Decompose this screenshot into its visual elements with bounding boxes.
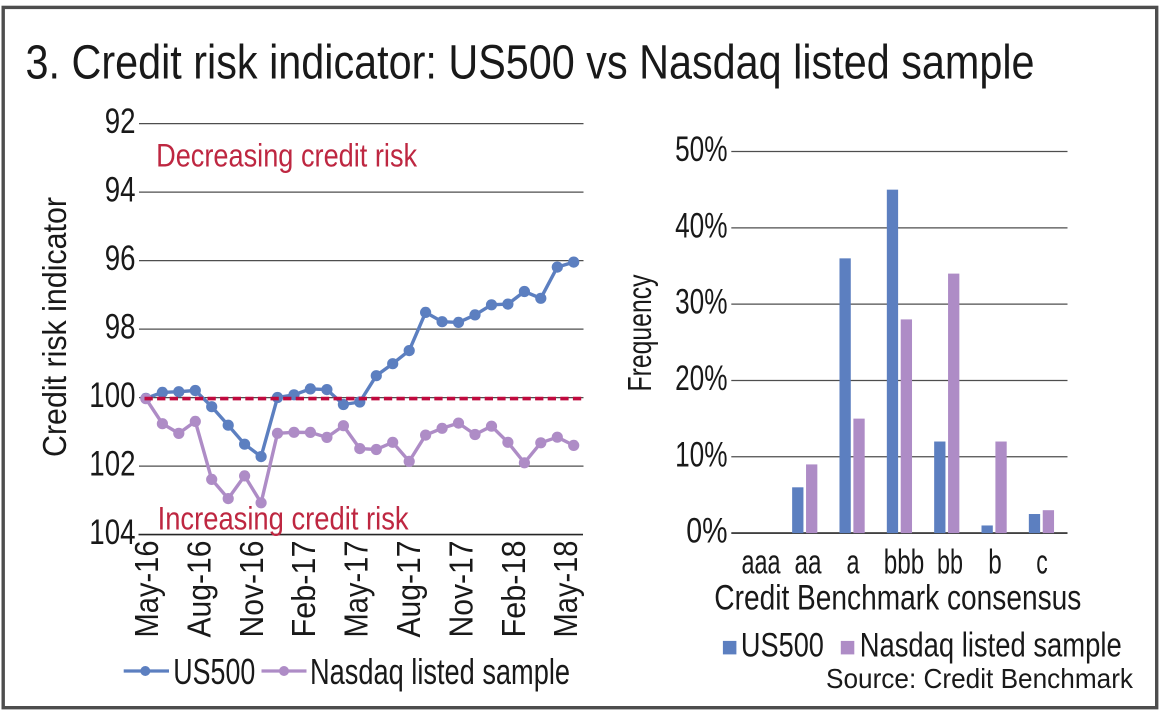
- svg-text:May-18: May-18: [547, 541, 584, 638]
- svg-text:Credit Benchmark consensus: Credit Benchmark consensus: [714, 579, 1081, 618]
- svg-text:aa: aa: [795, 544, 822, 582]
- svg-text:a: a: [847, 544, 860, 582]
- svg-text:Nasdaq listed sample: Nasdaq listed sample: [860, 627, 1122, 665]
- svg-text:104: 104: [89, 512, 135, 552]
- svg-text:c: c: [1036, 544, 1048, 582]
- svg-text:Frequency: Frequency: [621, 274, 658, 391]
- svg-text:Nov-17: Nov-17: [442, 541, 479, 638]
- svg-text:Nov-16: Nov-16: [233, 541, 270, 638]
- svg-text:US500: US500: [173, 651, 255, 692]
- svg-text:b: b: [988, 544, 1002, 582]
- svg-text:Credit risk indicator: Credit risk indicator: [36, 197, 73, 457]
- svg-text:98: 98: [105, 307, 136, 347]
- svg-text:3. Credit risk indicator: US50: 3. Credit risk indicator: US500 vs Nasda…: [26, 37, 1035, 90]
- svg-text:92: 92: [105, 101, 136, 141]
- svg-text:bbb: bbb: [884, 544, 925, 582]
- svg-text:0%: 0%: [686, 512, 727, 551]
- svg-text:10%: 10%: [675, 435, 727, 474]
- svg-text:May-16: May-16: [128, 541, 165, 638]
- svg-text:aaa: aaa: [742, 544, 781, 582]
- svg-text:50%: 50%: [675, 130, 727, 169]
- svg-text:30%: 30%: [675, 283, 727, 322]
- svg-text:96: 96: [105, 238, 136, 278]
- svg-text:Feb-18: Feb-18: [495, 541, 532, 638]
- svg-text:Nasdaq listed sample: Nasdaq listed sample: [310, 651, 570, 692]
- svg-text:94: 94: [105, 170, 136, 210]
- svg-text:Decreasing credit risk: Decreasing credit risk: [156, 138, 418, 174]
- svg-text:Increasing credit risk: Increasing credit risk: [158, 501, 410, 537]
- svg-text:Aug-17: Aug-17: [390, 541, 427, 638]
- svg-text:Aug-16: Aug-16: [180, 541, 217, 638]
- svg-text:Source: Credit Benchmark: Source: Credit Benchmark: [826, 663, 1134, 694]
- svg-text:100: 100: [89, 375, 135, 415]
- svg-text:US500: US500: [741, 627, 824, 665]
- svg-text:Feb-17: Feb-17: [285, 541, 322, 638]
- svg-text:bb: bb: [937, 544, 963, 582]
- svg-text:102: 102: [89, 444, 135, 484]
- svg-text:20%: 20%: [675, 359, 727, 398]
- svg-text:May-17: May-17: [338, 541, 375, 638]
- svg-text:40%: 40%: [675, 206, 727, 245]
